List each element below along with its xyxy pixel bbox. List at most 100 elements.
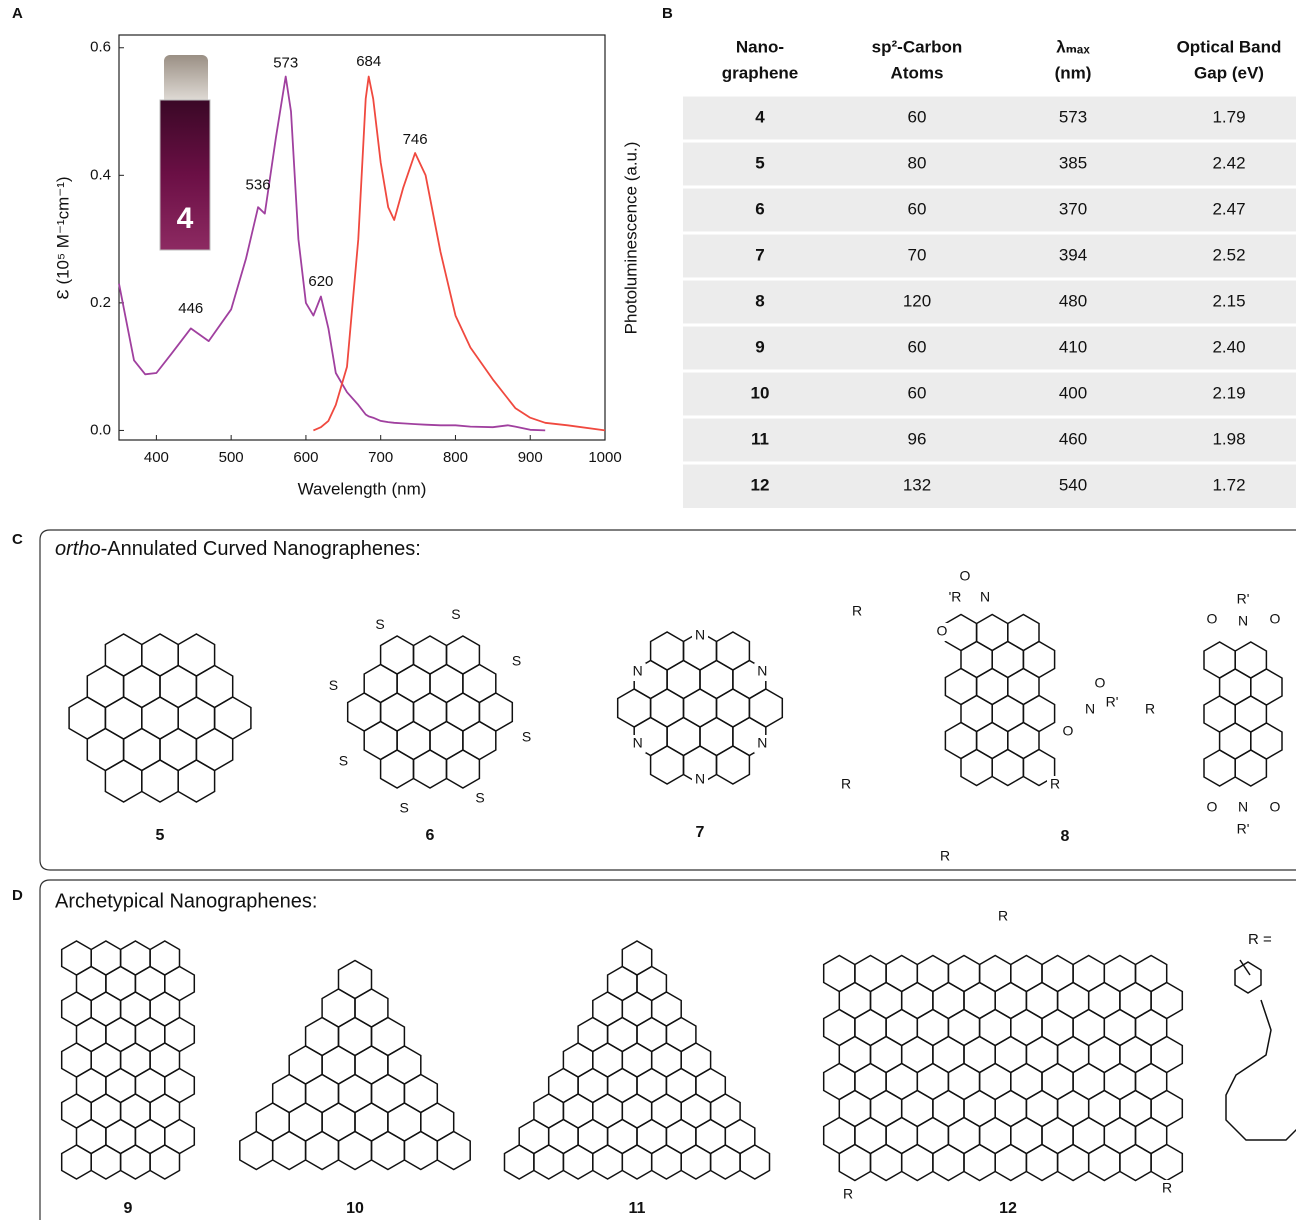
ring xyxy=(122,664,161,709)
ring xyxy=(533,1144,565,1180)
molecule xyxy=(503,940,771,1180)
ring xyxy=(916,1008,950,1047)
ring xyxy=(304,1073,340,1114)
atom-label: 'R xyxy=(949,589,962,605)
ring xyxy=(963,1035,996,1074)
ring xyxy=(947,1062,981,1101)
ring xyxy=(649,688,685,728)
atom-backdrop xyxy=(840,1186,856,1204)
atom-backdrop xyxy=(1204,799,1220,817)
ring xyxy=(1234,695,1268,733)
ring xyxy=(709,1144,741,1180)
ring xyxy=(370,1130,406,1171)
molecule xyxy=(60,940,196,1180)
ring xyxy=(1218,668,1252,706)
ring xyxy=(947,954,981,993)
ring xyxy=(1010,1008,1043,1047)
x-tick-label: 700 xyxy=(368,449,393,466)
y2-axis-label: Photoluminescence (a.u.) xyxy=(621,142,640,335)
ring xyxy=(944,721,978,760)
panel-c-box xyxy=(39,529,1296,871)
ring xyxy=(562,1144,594,1180)
ring xyxy=(916,954,950,993)
ring xyxy=(445,635,481,675)
atom-label: N xyxy=(695,771,705,787)
atom-backdrop xyxy=(692,627,708,645)
y-axis-label: Ɛ (10⁵ M⁻¹cm⁻¹) xyxy=(53,176,72,299)
table-cell: 60 xyxy=(908,337,927,356)
panel-letter: A xyxy=(12,5,23,22)
r-group xyxy=(1225,959,1296,1141)
compound-label: 12 xyxy=(999,1200,1017,1217)
ring xyxy=(1025,1035,1059,1074)
ring xyxy=(387,1045,422,1085)
atom-label: R xyxy=(1162,1180,1172,1196)
atom-label: S xyxy=(375,616,384,632)
ring xyxy=(141,633,179,677)
table-header: Gap (eV) xyxy=(1194,63,1264,82)
ring xyxy=(396,663,431,704)
r-definition-label: R = xyxy=(1248,931,1272,948)
y-tick-label: 0.0 xyxy=(90,421,111,438)
atom-backdrop xyxy=(754,663,771,681)
ring xyxy=(271,1073,307,1114)
ring xyxy=(978,1008,1012,1047)
atom-label: O xyxy=(1207,799,1218,815)
ring xyxy=(1134,954,1168,993)
atom-backdrop xyxy=(1082,701,1098,719)
atom-label: N xyxy=(757,663,767,679)
table-cell: 60 xyxy=(908,107,927,126)
ring xyxy=(739,1144,771,1180)
atom-backdrop xyxy=(1235,591,1251,609)
ring xyxy=(994,1089,1028,1128)
atom-backdrop xyxy=(1204,611,1220,629)
ring xyxy=(994,1035,1028,1074)
panel-title: Archetypical Nanographenes: xyxy=(55,890,317,912)
atom-label: S xyxy=(399,799,408,815)
ring xyxy=(975,613,1009,652)
atom-label: N xyxy=(757,735,767,751)
atom-label: O xyxy=(1063,723,1074,739)
atom-label: R xyxy=(998,908,1008,924)
ring xyxy=(1203,695,1236,733)
ring xyxy=(412,692,448,732)
y-tick-label: 0.6 xyxy=(90,39,111,56)
ring xyxy=(337,1130,373,1171)
ring xyxy=(947,1008,981,1047)
panel-title: ortho-Annulated Curved Nanographenes: xyxy=(55,538,421,560)
molecule xyxy=(944,613,1056,787)
ring xyxy=(436,1130,471,1171)
ring xyxy=(213,696,252,740)
ring xyxy=(420,1102,455,1142)
ring xyxy=(1007,721,1040,760)
ring xyxy=(991,748,1025,787)
ring xyxy=(978,1062,1012,1101)
ring xyxy=(994,1143,1028,1182)
ring xyxy=(963,1143,996,1182)
cuvette-cap xyxy=(164,55,208,105)
atom-backdrop xyxy=(372,616,388,635)
ring xyxy=(60,1144,92,1180)
ring xyxy=(900,1035,934,1074)
ring xyxy=(854,954,887,993)
ring xyxy=(462,663,497,704)
ring xyxy=(346,692,382,732)
ring xyxy=(288,1045,323,1085)
ring xyxy=(715,631,751,671)
x-tick-label: 1000 xyxy=(588,449,621,466)
table-cell: 460 xyxy=(1059,429,1087,448)
ring xyxy=(869,1089,903,1128)
plot-frame xyxy=(118,34,606,441)
table-cell: 1.98 xyxy=(1212,429,1245,448)
table-cell: 4 xyxy=(755,107,765,126)
ring xyxy=(363,663,398,704)
ring xyxy=(354,1102,389,1142)
ring xyxy=(1150,1035,1184,1074)
ring xyxy=(649,745,685,785)
atom-label: O xyxy=(1207,611,1218,627)
ring xyxy=(838,981,872,1020)
panel-letter: B xyxy=(662,5,673,22)
ring xyxy=(403,1130,439,1171)
ring xyxy=(616,688,652,728)
ring xyxy=(1250,722,1283,760)
